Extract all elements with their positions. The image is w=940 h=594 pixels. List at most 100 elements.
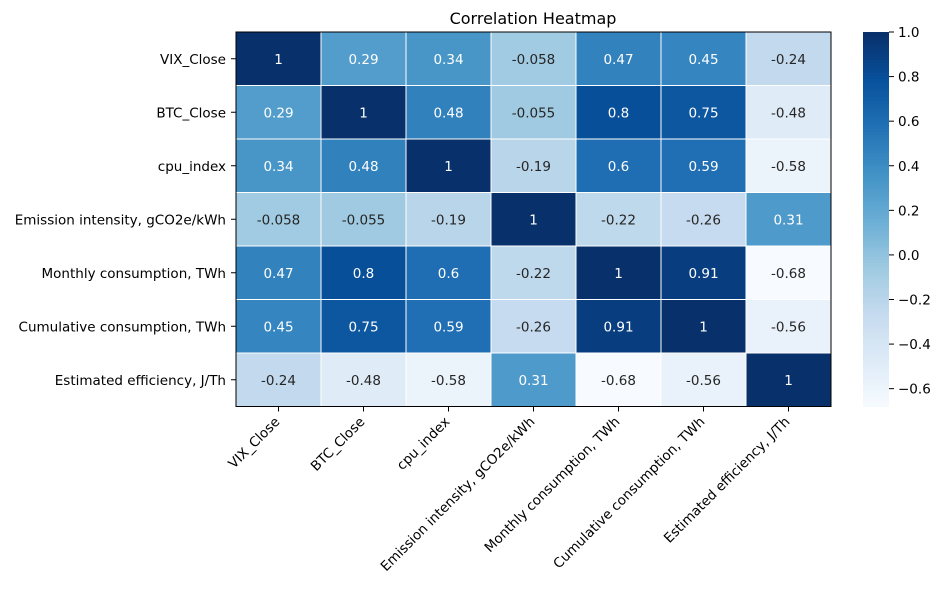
colorbar-segment [863, 390, 889, 395]
colorbar-segment [863, 284, 889, 289]
colorbar-segment [863, 309, 889, 314]
cell-value-label: 1 [529, 212, 538, 228]
colorbar-segment [863, 372, 889, 376]
colorbar-segment [863, 365, 889, 370]
colorbar-segment [863, 337, 889, 342]
colorbar-segment [863, 228, 889, 233]
colorbar-segment [863, 141, 889, 145]
cell-value-label: 1 [359, 105, 368, 121]
heatmap-cell [320, 299, 407, 354]
colorbar-segment [863, 353, 889, 358]
cell-value-label: 1 [614, 266, 623, 282]
colorbar-segment [863, 184, 889, 189]
cell-value-label: 0.34 [433, 52, 463, 68]
colorbar-segment [863, 191, 889, 195]
colorbar-segment [863, 119, 889, 124]
colorbar-segment [863, 259, 889, 264]
heatmap-cell [575, 299, 662, 354]
heatmap-cell [320, 31, 407, 86]
colorbar-segment [863, 387, 889, 392]
colorbar-segment [863, 297, 889, 301]
cell-value-label: 1 [784, 373, 793, 389]
colorbar-segment [863, 100, 889, 105]
cell-value-label: -0.56 [771, 319, 806, 335]
cell-value-label: -0.055 [342, 212, 386, 228]
cell-value-label: -0.48 [771, 105, 806, 121]
cell-value-label: -0.58 [771, 159, 806, 175]
row-label: Emission intensity, gCO2e/kWh [15, 212, 226, 228]
cell-value-label: -0.58 [431, 373, 466, 389]
colorbar-tick-label: −0.4 [898, 337, 931, 353]
heatmap-cell [235, 352, 322, 407]
colorbar-segment [863, 231, 889, 236]
cell-value-label: -0.26 [516, 319, 551, 335]
column-label: Emission intensity, gCO2e/kWh [378, 414, 539, 575]
heatmap-cell [575, 85, 662, 140]
cell-value-label: 1 [274, 52, 283, 68]
cell-value-label: 0.48 [348, 159, 378, 175]
heatmap-cell [745, 85, 832, 140]
colorbar-segment [863, 397, 889, 401]
colorbar-segment [863, 156, 889, 161]
heatmap-cell [235, 31, 322, 86]
colorbar-tick-label: 0.6 [898, 114, 919, 130]
colorbar-segment [863, 244, 889, 248]
colorbar-segment [863, 325, 889, 330]
heatmap-cell [745, 138, 832, 193]
heatmap-cell [490, 352, 577, 407]
cell-value-label: 0.6 [438, 266, 459, 282]
colorbar-segment [863, 275, 889, 280]
heatmap-cell [660, 31, 747, 86]
colorbar-segment [863, 47, 889, 52]
chart-title: Correlation Heatmap [450, 9, 617, 28]
colorbar-segment [863, 306, 889, 311]
colorbar-tick-label: 1.0 [898, 25, 919, 41]
colorbar-segment [863, 216, 889, 220]
cell-value-label: 0.47 [603, 52, 633, 68]
colorbar-segment [863, 272, 889, 277]
cell-value-label: 0.31 [773, 212, 803, 228]
column-label: VIX_Close [225, 414, 283, 472]
heatmap-cell [405, 245, 492, 300]
colorbar-segment [863, 362, 889, 367]
cell-value-label: 0.91 [603, 319, 633, 335]
cell-value-label: -0.19 [431, 212, 466, 228]
colorbar-segment [863, 219, 889, 223]
cell-value-label: 0.75 [688, 105, 718, 121]
colorbar-segment [863, 350, 889, 355]
colorbar-segment [863, 237, 889, 242]
colorbar-segment [863, 209, 889, 214]
colorbar-segment [863, 319, 889, 323]
colorbar-segment [863, 197, 889, 202]
colorbar-tick-label: −0.6 [898, 382, 931, 398]
cell-value-label: 0.31 [518, 373, 548, 389]
colorbar-segment [863, 315, 889, 320]
colorbar-segment [863, 359, 889, 364]
colorbar-segment [863, 44, 889, 49]
colorbar-segment [863, 266, 889, 270]
colorbar-segment [863, 150, 889, 155]
row-label: Monthly consumption, TWh [42, 266, 227, 282]
colorbar-segment [863, 312, 889, 317]
colorbar-segment [863, 222, 889, 227]
cell-value-label: -0.22 [601, 212, 636, 228]
cell-value-label: 0.75 [348, 319, 378, 335]
colorbar-segment [863, 41, 889, 46]
cell-value-label: 0.29 [263, 105, 293, 121]
cell-value-label: -0.19 [516, 159, 551, 175]
colorbar-tick-label: −0.2 [898, 293, 931, 309]
heatmap-cell [490, 192, 577, 247]
colorbar-segment [863, 53, 889, 58]
colorbar-tick-label: 0.0 [898, 248, 919, 264]
colorbar-segment [863, 253, 889, 258]
cell-value-label: 0.48 [433, 105, 463, 121]
heatmap-cell [490, 299, 577, 354]
colorbar-tick-label: 0.2 [898, 203, 919, 219]
cell-value-label: 0.6 [608, 159, 629, 175]
colorbar-segment [863, 122, 889, 127]
cell-value-label: 0.34 [263, 159, 293, 175]
colorbar-segment [863, 281, 889, 286]
colorbar-segment [863, 88, 889, 92]
row-label: VIX_Close [160, 52, 226, 68]
